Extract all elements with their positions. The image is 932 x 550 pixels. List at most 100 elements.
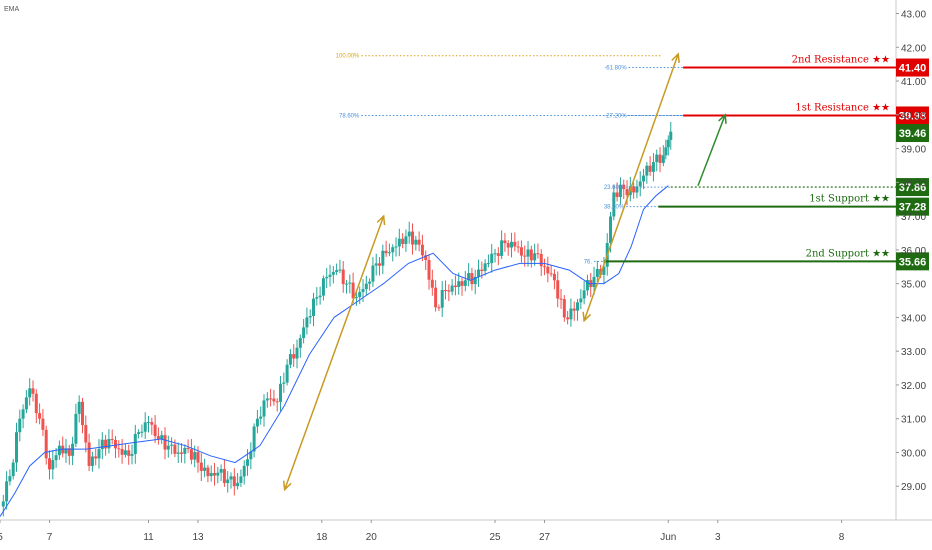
candle-body xyxy=(642,175,646,182)
candle-body xyxy=(579,298,583,303)
candle-body xyxy=(199,462,203,471)
candle-body xyxy=(371,265,375,282)
candle-body xyxy=(661,155,665,163)
candle-body xyxy=(114,439,118,449)
candle-body xyxy=(143,422,147,432)
candle-body xyxy=(447,290,451,292)
candle-body xyxy=(364,283,368,290)
candle-body xyxy=(41,418,45,430)
candle-body xyxy=(648,165,652,172)
candle-body xyxy=(120,449,124,455)
y-tick-label: 31.00 xyxy=(901,415,926,426)
candle-body xyxy=(160,435,164,439)
candle-body xyxy=(401,238,405,244)
candle-body xyxy=(595,268,599,277)
candle-body xyxy=(490,253,494,264)
candle-body xyxy=(559,298,563,300)
candle-body xyxy=(117,448,121,450)
candle-body xyxy=(74,413,78,444)
candle-body xyxy=(358,291,362,298)
candle-body xyxy=(321,278,325,296)
y-tick-label: 33.00 xyxy=(901,347,926,358)
level-label: 1st Support ★★ xyxy=(809,194,890,205)
candle-body xyxy=(397,238,401,247)
fib-label: 78.60% xyxy=(339,113,360,119)
candle-body xyxy=(325,276,329,279)
trend-arrow-head xyxy=(671,52,680,64)
fib-label: 23.60% xyxy=(604,185,625,191)
candle-body xyxy=(87,442,91,466)
candle-body xyxy=(450,285,454,292)
candle-body xyxy=(48,458,52,470)
candle-body xyxy=(81,401,85,426)
x-tick-label: Jun xyxy=(660,532,676,543)
x-tick-label: 13 xyxy=(192,532,204,543)
candle-body xyxy=(140,431,144,433)
candle-body xyxy=(285,364,289,383)
candle-body xyxy=(424,255,428,260)
candle-body xyxy=(493,253,497,255)
candle-body xyxy=(592,276,596,288)
candle-body xyxy=(427,260,431,280)
candle-body xyxy=(391,247,395,253)
y-tick-label: 38.00 xyxy=(901,178,926,189)
candle-body xyxy=(566,317,570,320)
candle-body xyxy=(615,192,619,197)
y-tick-label: 40.00 xyxy=(901,111,926,122)
trend-arrows xyxy=(282,52,727,492)
candle-body xyxy=(84,425,88,443)
price-tag xyxy=(896,197,929,216)
candle-body xyxy=(67,448,71,456)
candle-body xyxy=(97,449,101,459)
candle-body xyxy=(384,250,388,254)
x-tick-label: 11 xyxy=(143,532,154,543)
candle-body xyxy=(44,429,48,459)
candle-body xyxy=(470,273,474,285)
candle-body xyxy=(460,281,464,286)
y-tick-label: 35.00 xyxy=(901,280,926,291)
candle-body xyxy=(186,447,190,450)
x-tick-label: 7 xyxy=(47,532,53,543)
candle-body xyxy=(473,276,477,285)
candle-body xyxy=(632,186,636,193)
candle-body xyxy=(209,472,213,477)
candle-body xyxy=(612,192,616,217)
candle-body xyxy=(536,253,540,255)
level-label: 2nd Resistance ★★ xyxy=(792,55,890,66)
candle-body xyxy=(229,476,233,480)
candle-body xyxy=(173,444,177,454)
price-tag xyxy=(896,252,929,271)
candle-body xyxy=(156,436,160,439)
candle-body xyxy=(295,347,299,359)
candle-body xyxy=(31,388,35,394)
x-tick-label: 20 xyxy=(366,532,378,543)
candle-body xyxy=(315,297,319,299)
candle-body xyxy=(625,189,629,196)
candle-body xyxy=(166,445,170,450)
candle-body xyxy=(543,266,547,268)
candle-body xyxy=(163,435,167,450)
candle-body xyxy=(374,263,378,266)
candle-body xyxy=(552,273,556,281)
candle-body xyxy=(496,253,500,256)
candle-body xyxy=(331,271,335,275)
candle-body xyxy=(236,482,240,487)
candle-body xyxy=(404,236,408,244)
candle-body xyxy=(444,289,448,291)
candle-body xyxy=(21,409,25,419)
candle-body xyxy=(368,281,372,284)
price-tag xyxy=(896,58,929,77)
candle-body xyxy=(206,467,210,477)
candle-body xyxy=(510,241,514,248)
candle-body xyxy=(275,401,279,403)
price-tag xyxy=(896,106,929,125)
trend-arrow-shaft xyxy=(283,215,385,490)
candle-body xyxy=(666,139,670,148)
y-tick-label: 42.00 xyxy=(901,43,926,54)
candle-body xyxy=(486,263,490,265)
trend-arrow-head xyxy=(376,214,386,226)
candle-body xyxy=(618,184,622,197)
candlestick-series xyxy=(1,121,673,517)
candle-body xyxy=(335,270,339,272)
